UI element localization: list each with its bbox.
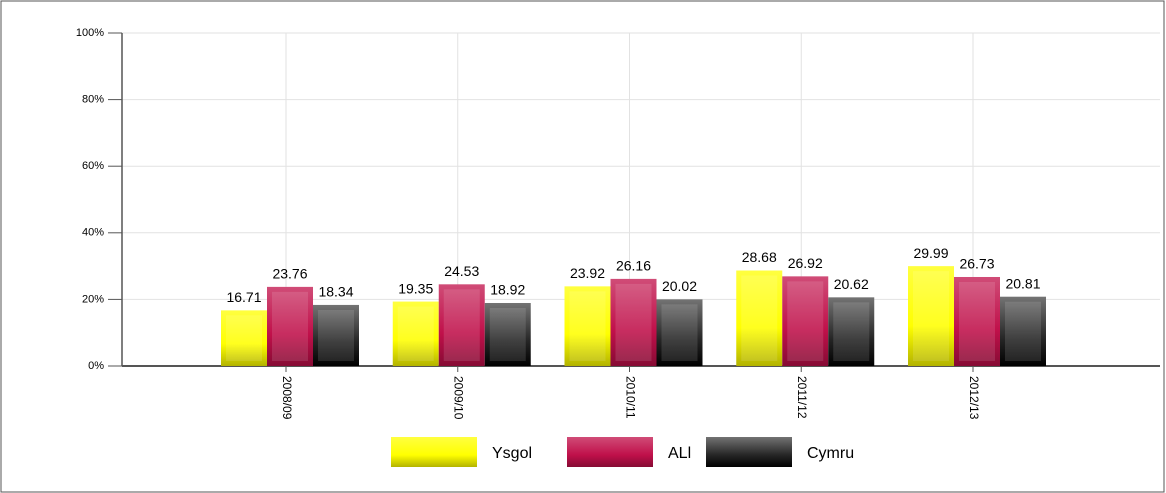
bar — [954, 276, 1000, 366]
data-label: 20.81 — [1005, 275, 1040, 291]
y-tick-label: 20% — [82, 293, 104, 305]
bar — [313, 304, 359, 366]
data-label: 20.02 — [662, 278, 697, 294]
bar — [1000, 296, 1046, 366]
x-tick-label: 2008/09 — [280, 376, 294, 420]
bar — [438, 284, 485, 366]
data-label: 18.34 — [318, 284, 353, 300]
bar-highlight — [397, 306, 434, 361]
data-label: 23.76 — [272, 266, 307, 282]
legend-label: Cymru — [807, 445, 854, 462]
bar — [221, 310, 267, 366]
x-tick-label: 2009/10 — [452, 376, 466, 420]
x-tick-label: 2010/11 — [623, 376, 637, 419]
bar-highlight — [959, 281, 995, 361]
data-label: 23.92 — [570, 265, 605, 281]
data-label: 28.68 — [742, 249, 777, 265]
x-tick-label: 2011/12 — [795, 376, 809, 419]
legend-swatch — [567, 437, 653, 467]
legend-swatch — [706, 437, 792, 467]
data-label: 26.16 — [616, 258, 651, 274]
bar — [828, 297, 875, 366]
bar-highlight — [443, 289, 480, 361]
bar-highlight — [833, 302, 870, 361]
bar — [267, 286, 313, 366]
bar — [782, 276, 829, 366]
bar — [610, 278, 657, 366]
bar-highlight — [741, 275, 778, 361]
y-tick-label: 100% — [76, 27, 104, 39]
bar-highlight — [1005, 301, 1041, 361]
data-label: 24.53 — [444, 263, 479, 279]
x-tick-label: 2012/13 — [967, 376, 981, 420]
bar — [392, 301, 439, 366]
y-tick-label: 80% — [82, 94, 104, 106]
data-label: 29.99 — [913, 245, 948, 261]
bar-highlight — [569, 291, 606, 361]
bar — [484, 302, 531, 366]
data-label: 19.35 — [398, 280, 433, 296]
data-label: 16.71 — [226, 289, 261, 305]
data-label: 18.92 — [490, 282, 525, 298]
y-tick-label: 0% — [88, 360, 104, 372]
legend-label: Ysgol — [492, 445, 532, 462]
bar — [564, 286, 611, 366]
y-tick-label: 60% — [82, 160, 104, 172]
bar-highlight — [272, 291, 308, 361]
bar-highlight — [489, 307, 526, 361]
bar-highlight — [787, 281, 824, 361]
data-label: 26.73 — [959, 256, 994, 272]
data-label: 26.92 — [788, 255, 823, 271]
bar-highlight — [913, 271, 949, 361]
bar — [908, 266, 954, 366]
bar — [736, 270, 783, 366]
data-label: 20.62 — [834, 276, 869, 292]
bar-highlight — [318, 309, 354, 361]
y-tick-label: 40% — [82, 227, 104, 239]
bar — [656, 299, 703, 366]
bar-highlight — [661, 304, 698, 361]
legend-label: ALl — [668, 445, 691, 462]
bar-highlight — [615, 283, 652, 361]
bar-highlight — [226, 315, 262, 361]
legend-swatch — [391, 437, 477, 467]
